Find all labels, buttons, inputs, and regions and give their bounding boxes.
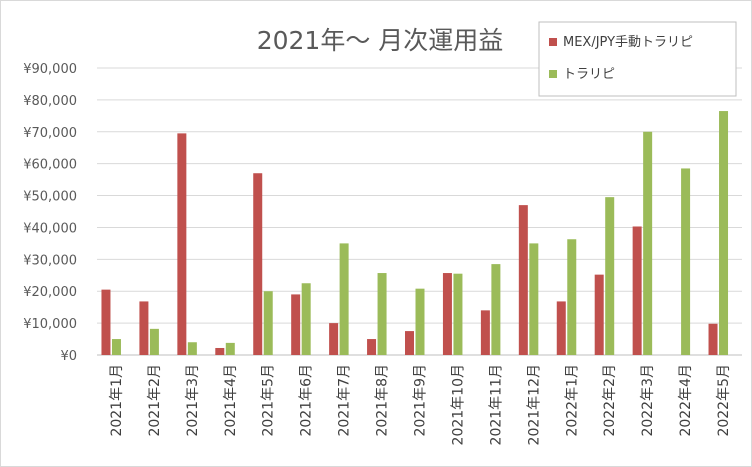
legend-swatch-mex [549, 38, 557, 46]
legend-label-trarepi: トラリピ [563, 67, 615, 82]
bar-mex [518, 205, 528, 355]
y-tick-label: ¥70,000 [23, 126, 77, 141]
x-tick-label: 2021年3月 [185, 364, 201, 437]
bar-trarepi [453, 273, 463, 355]
bar-trarepi [263, 291, 273, 355]
bar-trarepi [377, 273, 387, 355]
bar-trarepi [415, 288, 425, 355]
bar-trarepi [643, 131, 653, 355]
bar-mex [405, 331, 414, 355]
bar-trarepi [339, 243, 349, 355]
bar-mex [708, 323, 718, 355]
x-tick-label: 2021年10月 [450, 364, 466, 445]
bar-trarepi [567, 239, 577, 355]
legend-box [538, 21, 737, 97]
x-tick-label: 2021年1月 [109, 364, 125, 437]
bar-mex [101, 289, 111, 355]
bar-mex [139, 301, 149, 355]
x-tick-label: 2022年5月 [716, 364, 732, 437]
bar-mex [594, 274, 604, 355]
x-tick-label: 2021年9月 [413, 364, 429, 437]
bar-trarepi [491, 264, 501, 355]
x-tick-label: 2021年7月 [337, 364, 353, 437]
x-tick-label: 2021年5月 [261, 364, 277, 437]
x-tick-label: 2022年3月 [640, 364, 656, 437]
bar-mex [367, 339, 377, 355]
bar-mex [442, 273, 452, 355]
bar-trarepi [681, 168, 691, 355]
chart-title: 2021年～ 月次運用益 [257, 26, 504, 55]
x-tick-label: 2021年11月 [488, 364, 504, 445]
tick-labels: ¥0 ¥10,000 ¥20,000 ¥30,000 ¥40,000 ¥50,000 ¥60… [23, 62, 732, 445]
bar-mex [329, 323, 339, 355]
bar-mex [556, 301, 566, 355]
y-tick-label: ¥30,000 [23, 253, 77, 268]
x-tick-label: 2021年8月 [375, 364, 391, 437]
legend: MEX/JPY手動トラリピ トラリピ [538, 21, 737, 97]
legend-label-mex: MEX/JPY手動トラリピ [563, 35, 693, 50]
x-tick-label: 2022年4月 [678, 364, 694, 437]
y-tick-label: ¥40,000 [23, 221, 77, 236]
bar-trarepi [605, 197, 615, 355]
y-tick-label: ¥20,000 [23, 285, 77, 300]
bar-trarepi [149, 328, 159, 355]
bars [101, 111, 729, 355]
y-tick-label: ¥10,000 [23, 317, 77, 332]
bar-trarepi [719, 111, 729, 355]
bar-mex [291, 294, 301, 355]
y-tick-label: ¥50,000 [23, 190, 77, 205]
y-tick-label: ¥80,000 [23, 94, 77, 109]
bar-mex [215, 347, 225, 355]
y-tick-label: ¥60,000 [23, 158, 77, 173]
y-tick-label: ¥90,000 [23, 62, 77, 77]
x-tick-label: 2021年4月 [223, 364, 239, 437]
x-tick-label: 2022年2月 [602, 364, 618, 437]
bar-mex [480, 310, 490, 355]
bar-trarepi [225, 342, 235, 355]
x-tick-label: 2022年1月 [564, 364, 580, 437]
x-tick-label: 2021年6月 [299, 364, 315, 437]
bar-trarepi [301, 283, 311, 355]
bar-trarepi [529, 243, 539, 355]
bar-mex [632, 226, 642, 355]
bar-mex [177, 133, 187, 355]
bar-trarepi [187, 342, 197, 355]
bar-mex [253, 173, 263, 355]
bar-trarepi [111, 339, 121, 355]
legend-swatch-trarepi [549, 70, 557, 78]
y-tick-label: ¥0 [60, 349, 77, 364]
x-tick-label: 2021年2月 [147, 364, 163, 437]
x-tick-label: 2021年12月 [526, 364, 542, 445]
